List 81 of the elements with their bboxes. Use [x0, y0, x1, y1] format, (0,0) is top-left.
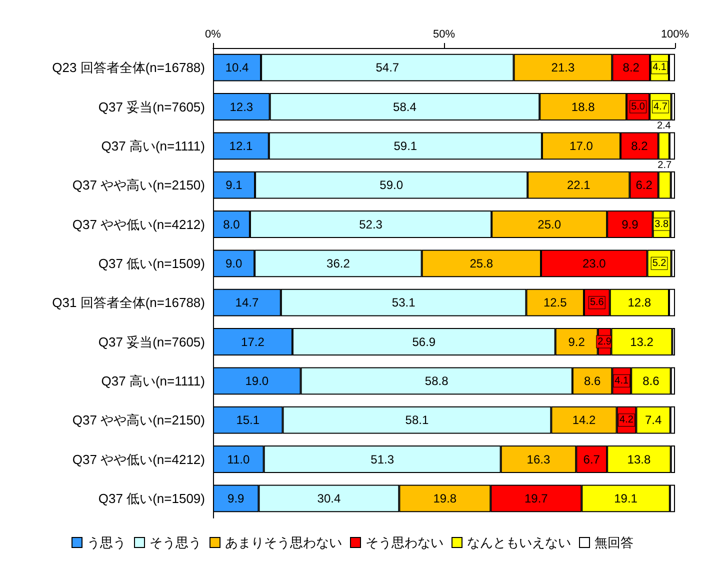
data-label: 18.8 — [571, 100, 596, 114]
legend-label: そう思わない — [366, 535, 444, 550]
y-tick-label: Q37 高い(n=1111) — [101, 373, 205, 388]
legend-label: なんともいえない — [467, 535, 571, 550]
data-label: 21.3 — [551, 60, 575, 75]
data-label: 58.4 — [393, 100, 417, 114]
data-label: 30.4 — [317, 491, 341, 506]
y-tick-label: Q37 低い(n=1509) — [98, 490, 205, 506]
data-label: 19.8 — [433, 491, 457, 506]
data-label: 56.9 — [412, 334, 436, 349]
y-tick-label: Q37 やや低い(n=4212) — [72, 216, 205, 232]
data-label: 7.4 — [644, 413, 662, 428]
legend-label: う思う — [87, 535, 126, 550]
legend-label: 無回答 — [594, 535, 634, 550]
data-label: 19.7 — [524, 491, 548, 506]
legend-label: そう思う — [150, 535, 202, 550]
y-tick-label: Q37 低い(n=1509) — [98, 256, 205, 271]
data-label: 19.1 — [614, 491, 638, 506]
data-label: 2.7 — [658, 160, 672, 171]
data-label: 22.1 — [566, 178, 591, 192]
data-label: 11.0 — [227, 452, 250, 466]
y-tick-label: Q37 妥当(n=7605) — [98, 99, 205, 114]
data-label: 8.0 — [223, 217, 240, 232]
data-label: 8.2 — [622, 60, 640, 75]
data-label: 59.1 — [394, 138, 418, 153]
data-label: 3.8 — [654, 218, 669, 230]
data-label: 12.1 — [229, 138, 253, 153]
y-tick-label: Q23 回答者全体(n=16788) — [52, 60, 205, 76]
data-label: 16.3 — [526, 452, 550, 466]
data-label: 59.0 — [380, 178, 404, 192]
data-label: 2.9 — [598, 336, 612, 348]
data-label: 14.7 — [235, 296, 259, 310]
y-tick-label: Q37 やや高い(n=2150) — [72, 178, 205, 193]
data-label: 9.9 — [228, 491, 245, 506]
data-label: 4.1 — [614, 375, 630, 386]
y-tick-label: Q37 高い(n=1111) — [101, 138, 205, 154]
data-label: 54.7 — [376, 60, 400, 75]
data-label: 51.3 — [370, 452, 394, 466]
data-label: 9.2 — [568, 334, 586, 349]
data-label: 6.2 — [636, 178, 653, 192]
data-label: 4.2 — [620, 414, 634, 426]
data-label: 23.0 — [582, 256, 606, 270]
y-tick-label: Q37 妥当(n=7605) — [98, 334, 205, 350]
data-label: 15.1 — [236, 413, 260, 428]
data-label: 19.0 — [245, 374, 269, 388]
data-label: 53.1 — [392, 296, 416, 310]
data-label: 6.7 — [583, 452, 600, 466]
data-label: 14.2 — [572, 413, 596, 428]
data-label: 13.8 — [627, 452, 651, 466]
y-tick-label: Q37 やや高い(n=2150) — [72, 412, 205, 428]
data-label: 25.8 — [470, 256, 494, 270]
data-label: 4.1 — [652, 62, 667, 74]
data-label: 25.0 — [538, 217, 562, 232]
data-label: 17.0 — [570, 138, 594, 153]
data-label: 8.6 — [642, 374, 660, 388]
data-label: 4.7 — [653, 101, 668, 112]
data-label: 5.0 — [631, 101, 646, 112]
x-tick-label: 50% — [432, 28, 456, 40]
data-label: 5.2 — [652, 258, 667, 269]
y-tick-label: Q31 回答者全体(n=16788) — [52, 295, 205, 310]
data-label: 17.2 — [241, 334, 265, 349]
data-label: 13.2 — [630, 334, 654, 349]
data-label: 9.9 — [622, 217, 639, 232]
data-label: 52.3 — [359, 217, 383, 232]
legend-label: あまりそう思わない — [225, 535, 342, 550]
data-label: 58.1 — [405, 413, 429, 428]
y-tick-label: Q37 やや低い(n=4212) — [72, 452, 205, 467]
data-label: 58.8 — [424, 374, 449, 388]
data-label: 10.4 — [225, 60, 250, 75]
data-label: 8.2 — [631, 138, 648, 153]
data-label: 2.4 — [656, 120, 672, 132]
x-tick-label: 100% — [660, 28, 690, 40]
data-label: 9.0 — [225, 256, 242, 270]
data-label: 8.6 — [584, 374, 601, 388]
data-label: 12.3 — [230, 100, 254, 114]
data-label: 12.8 — [628, 296, 652, 310]
data-label: 12.5 — [543, 296, 568, 310]
x-tick-label: 0% — [205, 28, 222, 40]
data-label: 9.1 — [226, 178, 243, 192]
data-label: 36.2 — [326, 256, 350, 270]
data-label: 5.6 — [590, 297, 604, 308]
